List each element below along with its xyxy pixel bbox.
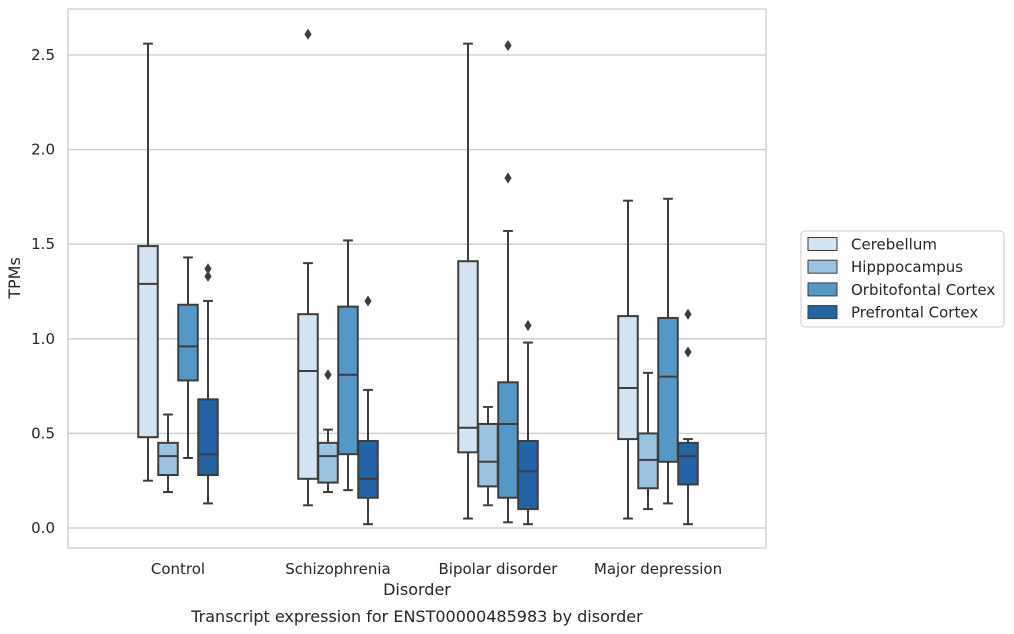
y-tick-label: 0.0	[31, 519, 55, 537]
box	[337, 305, 359, 456]
legend: Cerebellum Hipppocampus Orbitofontal Corte…	[800, 230, 1005, 328]
box	[177, 303, 199, 382]
series-cerebellum	[137, 28, 639, 520]
plot-frame	[67, 8, 767, 549]
box	[137, 245, 159, 439]
box-group	[177, 256, 199, 459]
box-group	[637, 371, 659, 511]
box	[497, 381, 519, 499]
box-group	[677, 308, 699, 526]
x-axis-title: Disorder	[383, 580, 451, 599]
x-tick-label: Schizophrenia	[285, 560, 390, 578]
box-group	[157, 413, 179, 494]
box	[517, 439, 539, 511]
outlier-point	[204, 263, 212, 275]
box-group	[497, 40, 519, 524]
outlier-point	[504, 172, 512, 184]
series-orbitofontal-cortex	[177, 40, 679, 524]
box	[157, 441, 179, 477]
y-tick-label: 0.5	[31, 424, 55, 442]
legend-swatch	[807, 259, 838, 274]
outlier-point	[504, 40, 512, 52]
box	[357, 439, 379, 499]
box-group	[357, 295, 379, 526]
box-series	[137, 28, 699, 526]
box-group	[137, 42, 159, 482]
box-group	[297, 28, 319, 507]
y-axis-title: TPMs	[5, 257, 24, 300]
x-tick-labels: Control Schizophrenia Bipolar disorder Majo…	[151, 560, 722, 578]
x-tick-label: Major depression	[594, 560, 722, 578]
legend-frame	[800, 230, 1005, 328]
y-tick-label: 1.5	[31, 235, 55, 253]
y-tick-labels: 0.0 0.5 1.0 1.5 2.0 2.5	[31, 46, 55, 537]
box	[617, 315, 639, 441]
chart-caption: Transcript expression for ENST0000048598…	[190, 607, 643, 626]
box	[657, 316, 679, 463]
outlier-point	[304, 28, 312, 40]
legend-label: Cerebellum	[851, 236, 937, 254]
legend-swatch	[807, 237, 838, 251]
box-group	[197, 263, 219, 505]
box-group	[337, 239, 359, 492]
legend-label: Hipppocampus	[851, 258, 963, 276]
box	[477, 422, 499, 488]
box-group	[517, 320, 539, 526]
legend-label: Orbitofontal Cortex	[851, 281, 995, 299]
legend-swatch	[807, 282, 838, 297]
outlier-point	[364, 295, 372, 307]
x-tick-label: Control	[151, 560, 205, 578]
series-hipppocampus	[157, 369, 659, 511]
legend-item: Cerebellum	[807, 236, 937, 254]
series-prefrontal-cortex	[197, 263, 699, 526]
legend-item: Orbitofontal Cortex	[807, 281, 995, 299]
y-tick-label: 2.5	[31, 46, 55, 64]
outlier-point	[324, 369, 332, 381]
box	[317, 441, 339, 484]
legend-item: Prefrontal Cortex	[807, 304, 978, 322]
legend-swatch	[807, 305, 838, 320]
box-group	[477, 405, 499, 507]
y-tick-label: 1.0	[31, 330, 55, 348]
box	[297, 313, 319, 480]
outlier-point	[684, 346, 692, 358]
legend-label: Prefrontal Cortex	[851, 304, 978, 322]
y-tick-label: 2.0	[31, 141, 55, 159]
box	[677, 441, 699, 486]
outlier-point	[204, 270, 212, 282]
box	[457, 260, 479, 454]
box-group	[457, 42, 479, 520]
x-tick-label: Bipolar disorder	[439, 560, 559, 578]
legend-item: Hipppocampus	[807, 258, 963, 276]
box	[197, 398, 219, 477]
outlier-point	[524, 320, 532, 332]
box-group	[317, 369, 339, 494]
outlier-point	[684, 308, 692, 320]
box-group	[657, 197, 679, 505]
box-group	[617, 199, 639, 520]
